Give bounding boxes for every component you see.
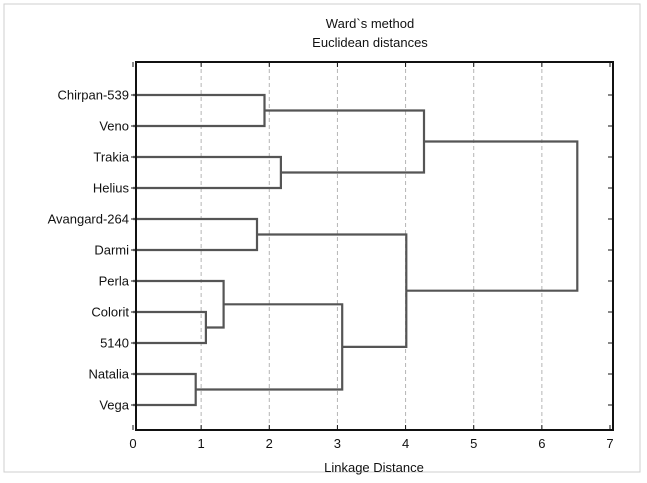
dendrogram-links: [133, 93, 579, 407]
merge-link-9: [406, 140, 579, 292]
leaf-label-3: Helius: [93, 181, 130, 196]
leaf-label-9: Natalia: [89, 367, 130, 382]
x-tick-label-1: 1: [198, 436, 205, 451]
leaf-label-4: Avangard-264: [48, 212, 129, 227]
x-tick-label-7: 7: [606, 436, 613, 451]
leaf-label-2: Trakia: [93, 150, 129, 165]
leaf-label-6: Perla: [99, 274, 130, 289]
x-tick-label-6: 6: [538, 436, 545, 451]
leaf-label-10: Vega: [99, 398, 129, 413]
leaf-label-0: Chirpan-539: [57, 88, 129, 103]
leaf-label-1: Veno: [99, 119, 129, 134]
x-tick-label-5: 5: [470, 436, 477, 451]
chart-subtitle: Euclidean distances: [312, 35, 428, 50]
leaf-label-8: 5140: [100, 336, 129, 351]
leaf-label-7: Colorit: [91, 305, 129, 320]
x-tick-label-3: 3: [334, 436, 341, 451]
leaf-label-5: Darmi: [94, 243, 129, 258]
leaf-labels: Chirpan-539 Veno Trakia Helius Avangard-264 D…: [48, 88, 130, 413]
plot-area-border: [135, 61, 614, 431]
outer-border: [3, 3, 641, 473]
x-tick-label-4: 4: [402, 436, 409, 451]
x-tick-label-2: 2: [266, 436, 273, 451]
x-tick-label-0: 0: [129, 436, 136, 451]
chart-title: Ward`s method: [326, 16, 414, 31]
x-axis-label: Linkage Distance: [324, 460, 424, 475]
